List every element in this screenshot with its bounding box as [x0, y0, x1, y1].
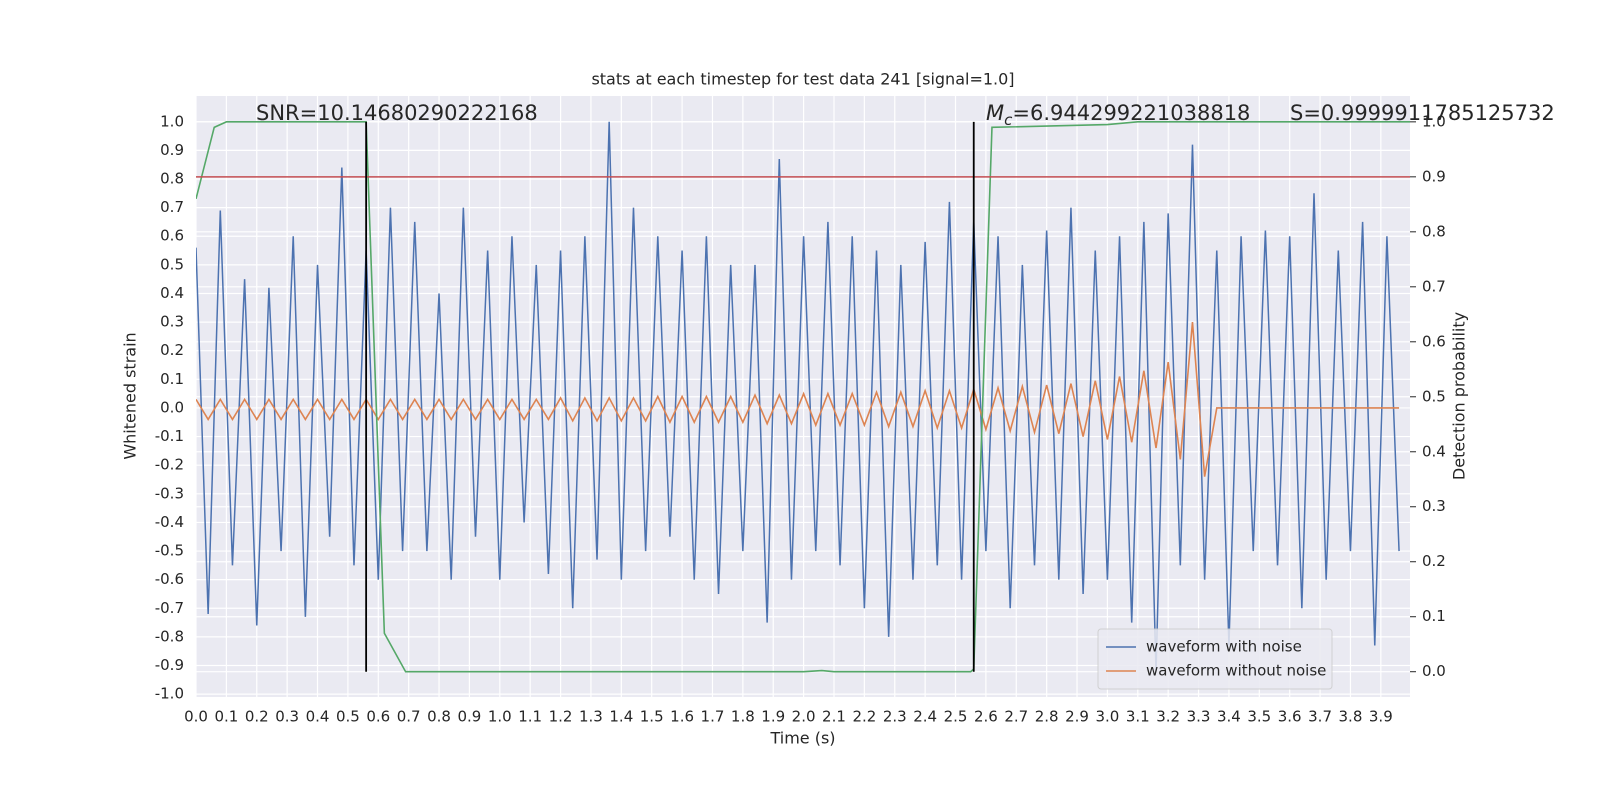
y-tick-label: -1.0	[155, 685, 184, 703]
y-tick-label: -0.4	[155, 513, 184, 531]
y-tick-label: 0.3	[160, 313, 184, 331]
x-tick-label: 2.2	[852, 708, 876, 726]
y-tick-label: 0.2	[160, 341, 184, 359]
x-tick-label: 0.7	[397, 708, 421, 726]
x-tick-label: 1.5	[640, 708, 664, 726]
legend-label: waveform without noise	[1146, 662, 1326, 680]
annotation: SNR=10.14680290222168	[256, 101, 538, 125]
y-tick-label: -0.6	[155, 570, 184, 588]
y2-tick-label: 1.0	[1422, 112, 1446, 130]
x-tick-label: 2.4	[913, 708, 937, 726]
y2-tick-label: 0.0	[1422, 662, 1446, 680]
y2-tick-label: 0.2	[1422, 552, 1446, 570]
annotation: S=0.9999911785125732	[1290, 101, 1555, 125]
x-tick-label: 1.2	[549, 708, 573, 726]
x-tick-label: 2.3	[883, 708, 907, 726]
x-tick-label: 1.9	[761, 708, 785, 726]
y-tick-label: -0.3	[155, 484, 184, 502]
y2-tick-label: 0.9	[1422, 167, 1446, 185]
x-tick-label: 1.7	[701, 708, 725, 726]
y-tick-label: 0.9	[160, 141, 184, 159]
x-tick-label: 3.0	[1095, 708, 1119, 726]
y-tick-label: 0.1	[160, 370, 184, 388]
y-tick-label: 0.0	[160, 398, 184, 416]
y-tick-label: 0.4	[160, 284, 184, 302]
y-tick-label: 0.6	[160, 227, 184, 245]
x-tick-label: 0.2	[245, 708, 269, 726]
x-tick-label: 0.1	[214, 708, 238, 726]
y2-tick-label: 0.8	[1422, 222, 1446, 240]
x-tick-label: 2.8	[1035, 708, 1059, 726]
y-tick-label: 0.7	[160, 198, 184, 216]
x-tick-label: 0.3	[275, 708, 299, 726]
chart-title: stats at each timestep for test data 241…	[591, 70, 1014, 89]
x-tick-label: 1.3	[579, 708, 603, 726]
x-tick-label: 3.6	[1278, 708, 1302, 726]
y-tick-label: 0.8	[160, 169, 184, 187]
y-tick-label: -0.2	[155, 456, 184, 474]
x-tick-label: 2.9	[1065, 708, 1089, 726]
annotation-text: =6.944299221038818	[1012, 101, 1250, 125]
x-tick-label: 0.4	[306, 708, 330, 726]
y2-axis-label: Detection probability	[1450, 312, 1469, 480]
x-tick-label: 2.0	[792, 708, 816, 726]
y-tick-label: 0.5	[160, 255, 184, 273]
y-axis-label: Whitened strain	[121, 332, 140, 459]
y2-tick-label: 0.7	[1422, 277, 1446, 295]
annotation-text: S=0.9999911785125732	[1290, 101, 1555, 125]
y-tick-label: 1.0	[160, 112, 184, 130]
y-tick-label: -0.7	[155, 599, 184, 617]
x-tick-label: 0.5	[336, 708, 360, 726]
x-tick-label: 3.5	[1247, 708, 1271, 726]
x-tick-label: 2.6	[974, 708, 998, 726]
series-line	[196, 322, 1400, 477]
x-axis-label: Time (s)	[769, 729, 835, 748]
x-tick-label: 1.8	[731, 708, 755, 726]
x-tick-label: 3.3	[1187, 708, 1211, 726]
x-tick-label: 3.4	[1217, 708, 1241, 726]
x-tick-label: 0.9	[457, 708, 481, 726]
x-tick-label: 0.8	[427, 708, 451, 726]
y-tick-label: -0.5	[155, 542, 184, 560]
series-line	[196, 121, 1410, 673]
x-tick-label: 3.8	[1339, 708, 1363, 726]
x-tick-label: 3.1	[1126, 708, 1150, 726]
x-tick-label: 1.4	[609, 708, 633, 726]
y2-tick-label: 0.3	[1422, 497, 1446, 515]
y2-tick-label: 0.4	[1422, 442, 1446, 460]
y2-tick-label: 0.6	[1422, 332, 1446, 350]
legend-label: waveform with noise	[1146, 638, 1302, 656]
x-tick-label: 2.1	[822, 708, 846, 726]
x-tick-label: 3.2	[1156, 708, 1180, 726]
y2-tick-label: 0.1	[1422, 607, 1446, 625]
x-tick-label: 3.9	[1369, 708, 1393, 726]
annotation-symbol: M	[986, 101, 1004, 125]
y-tick-label: -0.1	[155, 427, 184, 445]
y-tick-label: -0.8	[155, 627, 184, 645]
x-tick-label: 3.7	[1308, 708, 1332, 726]
y2-tick-label: 0.5	[1422, 387, 1446, 405]
y-tick-label: -0.9	[155, 656, 184, 674]
x-tick-label: 2.7	[1004, 708, 1028, 726]
x-tick-label: 1.1	[518, 708, 542, 726]
x-tick-label: 1.0	[488, 708, 512, 726]
x-tick-label: 0.6	[366, 708, 390, 726]
annotation-subscript: c	[1004, 111, 1013, 129]
annotation: Mc=6.944299221038818	[986, 101, 1250, 129]
x-tick-label: 1.6	[670, 708, 694, 726]
annotation-text: SNR=10.14680290222168	[256, 101, 538, 125]
legend-box	[1097, 628, 1333, 690]
x-tick-label: 2.5	[944, 708, 968, 726]
x-tick-label: 0.0	[184, 708, 208, 726]
